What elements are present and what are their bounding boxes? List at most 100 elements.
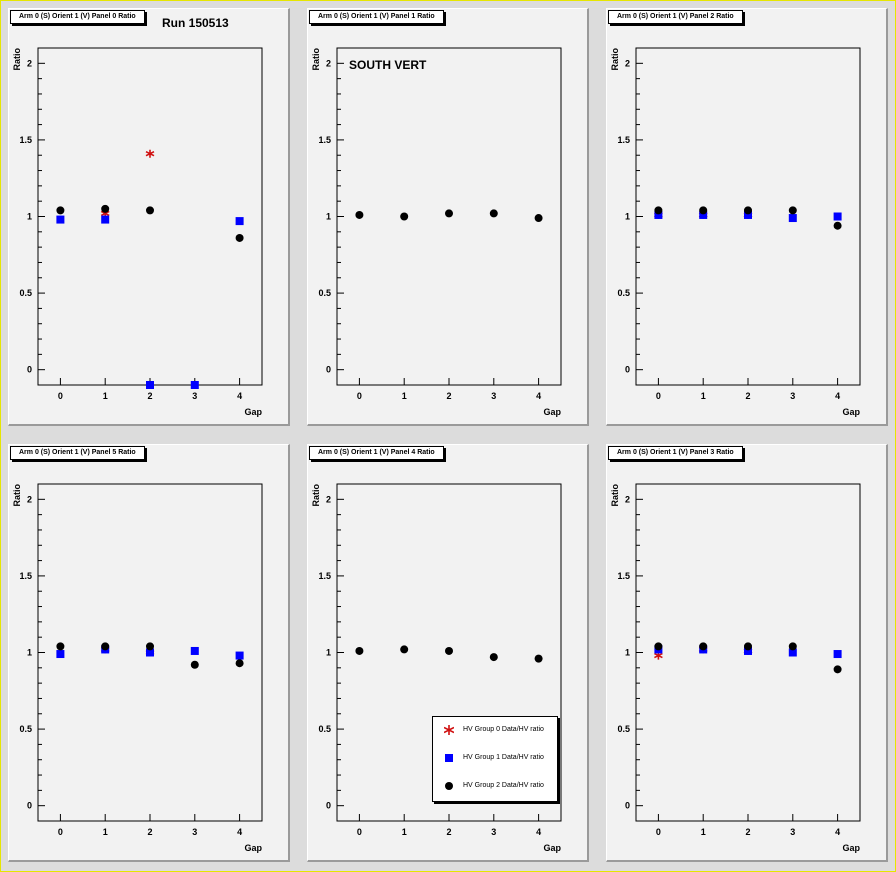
y-tick-label: 1 [625, 212, 630, 222]
y-tick-label: 2 [27, 58, 32, 68]
run-label: Run 150513 [162, 16, 229, 30]
data-point-group1 [101, 215, 110, 224]
data-point-group2 [445, 209, 453, 218]
legend-label-group2: HV Group 2 Data/HV ratio [463, 782, 544, 789]
x-tick-label: 1 [701, 827, 706, 837]
circle-marker-icon [445, 782, 453, 790]
x-tick-label: 2 [147, 391, 152, 401]
data-point-group2 [788, 642, 797, 651]
legend-label-group1: HV Group 1 Data/HV ratio [463, 754, 544, 761]
data-point-group2 [146, 642, 154, 651]
x-tick-label: 4 [536, 391, 541, 401]
region-label: SOUTH VERT [349, 58, 427, 72]
y-tick-label: 1 [326, 648, 331, 658]
data-point-group2 [833, 665, 842, 674]
x-tick-label: 3 [491, 391, 496, 401]
data-point-group1 [146, 381, 154, 389]
legend-entry-group2: HV Group 2 Data/HV ratio [433, 779, 557, 793]
x-tick-label: 1 [103, 391, 108, 401]
y-tick-label: 2 [27, 494, 32, 504]
x-tick-label: 2 [446, 827, 451, 837]
data-point-group1 [744, 646, 752, 655]
y-tick-label: 2 [326, 494, 331, 504]
y-axis-label: Ratio [12, 47, 22, 70]
data-point-group2 [699, 206, 708, 215]
x-tick-label: 3 [790, 827, 795, 837]
x-tick-label: 4 [835, 827, 840, 837]
x-tick-label: 2 [446, 391, 451, 401]
x-tick-label: 0 [357, 827, 362, 837]
data-point-group2 [744, 642, 752, 651]
data-point-group1 [654, 210, 663, 219]
panel-5: 0 0.5 1 1.5 2 0 1 2 3 4 Gap Ratio Arm 0 (S) Orient 1… [606, 444, 888, 862]
data-point-group2 [534, 654, 543, 663]
y-tick-label: 1 [27, 212, 32, 222]
data-point-group2 [833, 221, 842, 230]
data-point-group1 [788, 648, 797, 657]
y-tick-label: 1.5 [19, 571, 32, 581]
y-axis-label: Ratio [311, 483, 321, 506]
y-tick-label: 2 [625, 494, 630, 504]
square-marker-icon [445, 754, 453, 762]
panel-title: Arm 0 (S) Orient 1 (V) Panel 4 Ratio [309, 446, 444, 460]
x-tick-label: 4 [237, 391, 242, 401]
x-tick-label: 0 [357, 391, 362, 401]
x-tick-label: 3 [790, 391, 795, 401]
x-axis-label: Gap [543, 407, 561, 417]
y-tick-label: 2 [625, 58, 630, 68]
data-point-group1 [190, 646, 199, 655]
x-axis-label: Gap [244, 407, 262, 417]
x-axis-label: Gap [543, 843, 561, 853]
panel-title: Arm 0 (S) Orient 1 (V) Panel 2 Ratio [608, 10, 743, 24]
star-marker-icon [444, 725, 454, 735]
data-point-group1 [56, 215, 65, 224]
x-tick-label: 0 [58, 391, 63, 401]
y-tick-label: 0.5 [19, 288, 32, 298]
y-tick-label: 0.5 [19, 724, 32, 734]
y-tick-label: 0 [27, 365, 32, 375]
legend-entry-group1: HV Group 1 Data/HV ratio [433, 751, 557, 765]
y-tick-label: 2 [326, 58, 331, 68]
data-point-group2 [654, 206, 663, 215]
x-tick-label: 1 [701, 391, 706, 401]
data-point-group1 [235, 651, 244, 660]
data-point-group2 [101, 642, 110, 651]
x-axis-label: Gap [842, 843, 860, 853]
x-tick-label: 4 [835, 391, 840, 401]
data-point-group2 [400, 212, 409, 221]
y-tick-label: 0 [326, 365, 331, 375]
panel-title: Arm 0 (S) Orient 1 (V) Panel 5 Ratio [10, 446, 145, 460]
panel-title: Arm 0 (S) Orient 1 (V) Panel 1 Ratio [309, 10, 444, 24]
x-tick-label: 0 [58, 827, 63, 837]
y-tick-label: 1.5 [617, 135, 630, 145]
panel-2: 0 0.5 1 1.5 2 0 1 2 3 4 Gap Ratio Arm 0 (S) Orient 1… [606, 8, 888, 426]
y-tick-label: 1.5 [318, 571, 331, 581]
y-tick-label: 0 [625, 365, 630, 375]
x-tick-label: 1 [402, 827, 407, 837]
data-point-group2 [534, 214, 543, 223]
panel-0: 0 0.5 1 1.5 2 0 1 2 3 4 Gap Ratio Arm 0 (S) Orient 1… [8, 8, 290, 426]
data-point-group2 [654, 642, 663, 651]
data-point-group2 [355, 210, 364, 219]
x-tick-label: 2 [745, 391, 750, 401]
legend-label-group0: HV Group 0 Data/HV ratio [463, 726, 544, 733]
data-point-group0 [145, 149, 155, 158]
data-point-group2 [489, 653, 498, 662]
data-point-group1 [146, 648, 154, 657]
panel-title: Arm 0 (S) Orient 1 (V) Panel 0 Ratio [10, 10, 145, 24]
y-tick-label: 0.5 [318, 724, 331, 734]
x-axis-label: Gap [842, 407, 860, 417]
x-tick-label: 2 [147, 827, 152, 837]
data-point-group1 [235, 217, 244, 226]
y-tick-label: 1 [625, 648, 630, 658]
data-point-group2 [355, 646, 364, 655]
x-tick-label: 3 [491, 827, 496, 837]
y-tick-label: 0.5 [617, 724, 630, 734]
y-axis-label: Ratio [610, 483, 620, 506]
data-point-group2 [146, 206, 154, 215]
data-point-group2 [190, 660, 199, 669]
